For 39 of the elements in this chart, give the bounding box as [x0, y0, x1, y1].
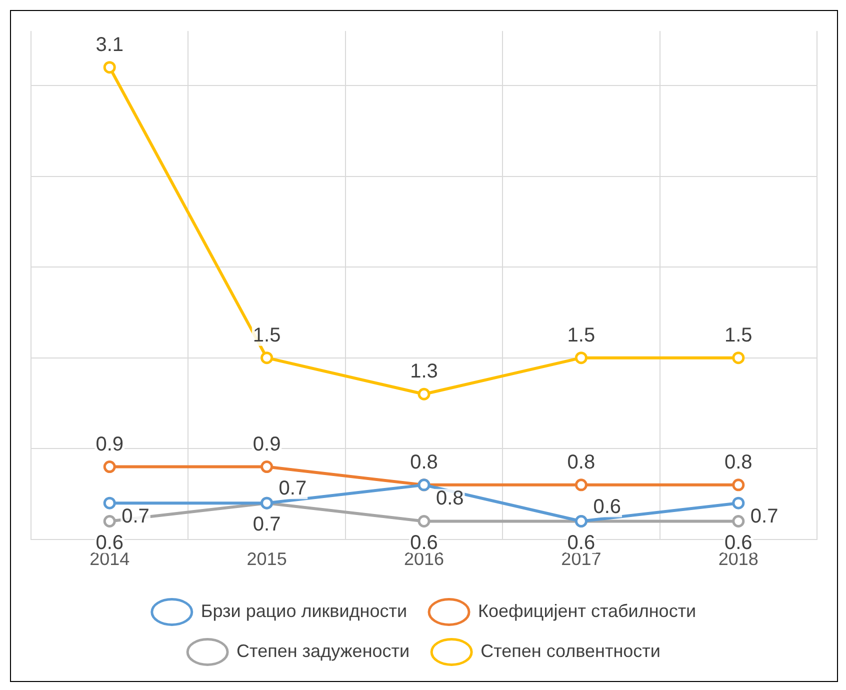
legend-label: Брзи рацио ликвидности [200, 600, 408, 621]
data-label: 0.7 [278, 478, 307, 500]
data-label: 0.9 [252, 433, 281, 456]
legend-label: Коефицијент стабилности [478, 600, 696, 621]
data-label: 3.1 [96, 34, 124, 56]
x-tick-label: 2015 [246, 549, 287, 570]
data-label: 0.9 [96, 433, 124, 456]
data-label: 0.7 [750, 506, 778, 528]
point [732, 352, 745, 364]
point [103, 460, 116, 474]
point [103, 514, 116, 528]
data-label: 0.8 [724, 451, 752, 474]
data-label: 1.5 [567, 324, 596, 346]
data-label: 0.7 [252, 514, 281, 536]
point [103, 496, 116, 510]
point [260, 352, 274, 364]
data-label: 0.8 [567, 451, 596, 474]
data-label: 0.8 [410, 451, 438, 474]
point [732, 478, 745, 492]
point [574, 352, 588, 364]
data-label: 1.3 [410, 360, 438, 383]
data-label: 0.6 [567, 532, 596, 554]
data-label: 0.7 [122, 506, 150, 528]
data-label: 1.5 [724, 324, 752, 346]
legend-label: Степен задужености [236, 640, 410, 661]
point [260, 460, 274, 474]
data-label: 0.6 [410, 532, 438, 554]
data-label: 0.6 [96, 532, 124, 554]
data-label: 1.5 [252, 324, 281, 346]
point [418, 388, 430, 400]
data-label: 0.8 [436, 487, 464, 510]
point [418, 514, 430, 528]
point [103, 61, 116, 74]
data-label: 0.6 [593, 496, 622, 518]
legend-label: Степен солвентности [480, 640, 660, 661]
point [574, 478, 588, 492]
point [732, 496, 745, 510]
point [732, 514, 745, 528]
data-label: 0.6 [724, 532, 752, 554]
